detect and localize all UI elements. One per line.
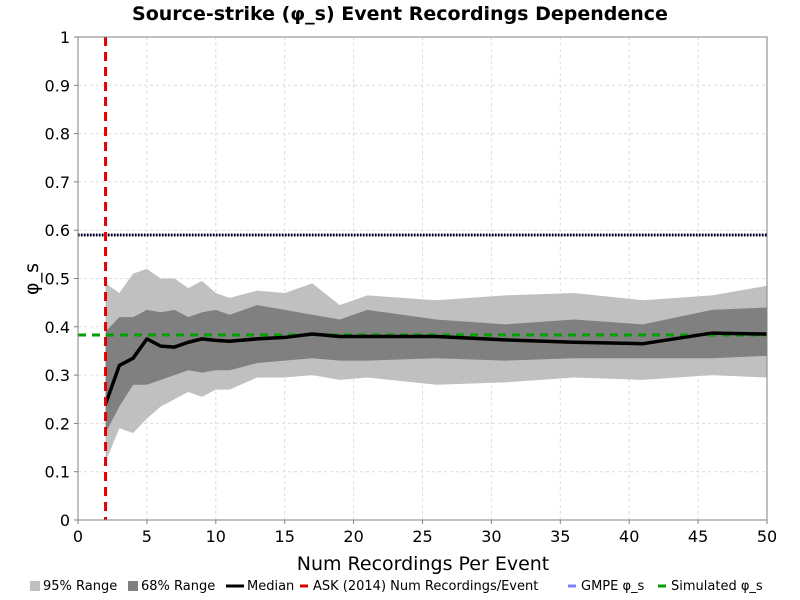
- legend-item: 95% Range: [30, 579, 117, 594]
- chart-title: Source-strike (φ_s) Event Recordings Dep…: [132, 3, 668, 25]
- legend-item: Simulated φ_s: [658, 579, 763, 594]
- y-tick-label: 0.3: [45, 366, 70, 385]
- legend-item: GMPE φ_s: [568, 579, 645, 594]
- x-tick-label: 20: [343, 527, 363, 546]
- x-tick-label: 0: [73, 527, 83, 546]
- legend-label: 95% Range: [43, 579, 117, 594]
- x-tick-label: 5: [142, 527, 152, 546]
- x-tick-label: 25: [412, 527, 432, 546]
- y-tick-label: 0.9: [45, 76, 70, 95]
- legend-swatch: [128, 581, 138, 591]
- legend-label: Median: [247, 579, 294, 594]
- series-lines: [78, 37, 768, 520]
- x-tick-label: 45: [688, 527, 708, 546]
- x-tick-label: 10: [206, 527, 226, 546]
- x-tick-label: 50: [757, 527, 777, 546]
- legend-label: Simulated φ_s: [671, 579, 763, 594]
- x-axis: 0 5 10 15 20 25 30 35 40 45 50: [73, 520, 777, 546]
- x-tick-label: 30: [481, 527, 501, 546]
- x-tick-label: 40: [619, 527, 639, 546]
- y-tick-label: 0.6: [45, 221, 70, 240]
- y-tick-label: 0: [60, 511, 70, 530]
- y-tick-label: 1: [60, 28, 70, 47]
- legend-label: GMPE φ_s: [581, 579, 645, 594]
- y-tick-label: 0.2: [45, 414, 70, 433]
- legend: 95% Range 68% Range Median ASK (2014) Num R…: [30, 579, 763, 594]
- y-axis-label: φ_s: [21, 263, 43, 295]
- y-tick-label: 0.7: [45, 173, 70, 192]
- legend-swatch: [30, 581, 40, 591]
- legend-label: ASK (2014) Num Recordings/Event: [313, 579, 538, 594]
- x-axis-label: Num Recordings Per Event: [297, 553, 550, 575]
- y-tick-label: 0.4: [45, 318, 70, 337]
- median-line: [103, 331, 768, 405]
- plot-area: [77, 36, 768, 521]
- x-tick-label: 35: [550, 527, 570, 546]
- x-tick-label: 15: [275, 527, 295, 546]
- legend-item: 68% Range: [128, 579, 215, 594]
- y-tick-label: 0.1: [45, 463, 70, 482]
- y-tick-label: 0.8: [45, 125, 70, 144]
- y-axis: 0 0.1 0.2 0.3 0.4 0.5 0.6 0.7 0.8 0.9 1: [45, 28, 78, 530]
- legend-item: ASK (2014) Num Recordings/Event: [300, 579, 538, 594]
- legend-label: 68% Range: [141, 579, 215, 594]
- legend-item: Median: [226, 579, 294, 594]
- y-tick-label: 0.5: [45, 270, 70, 289]
